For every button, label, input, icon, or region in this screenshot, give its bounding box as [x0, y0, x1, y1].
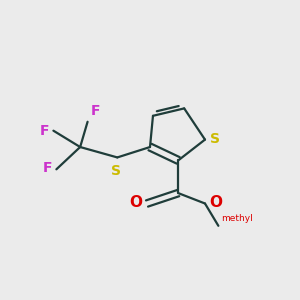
Text: O: O	[129, 195, 142, 210]
Text: F: F	[40, 124, 49, 138]
Text: O: O	[209, 195, 222, 210]
Text: methyl: methyl	[221, 214, 253, 223]
Text: S: S	[210, 132, 220, 146]
Text: F: F	[42, 161, 52, 175]
Text: S: S	[111, 164, 121, 178]
Text: F: F	[91, 104, 100, 118]
